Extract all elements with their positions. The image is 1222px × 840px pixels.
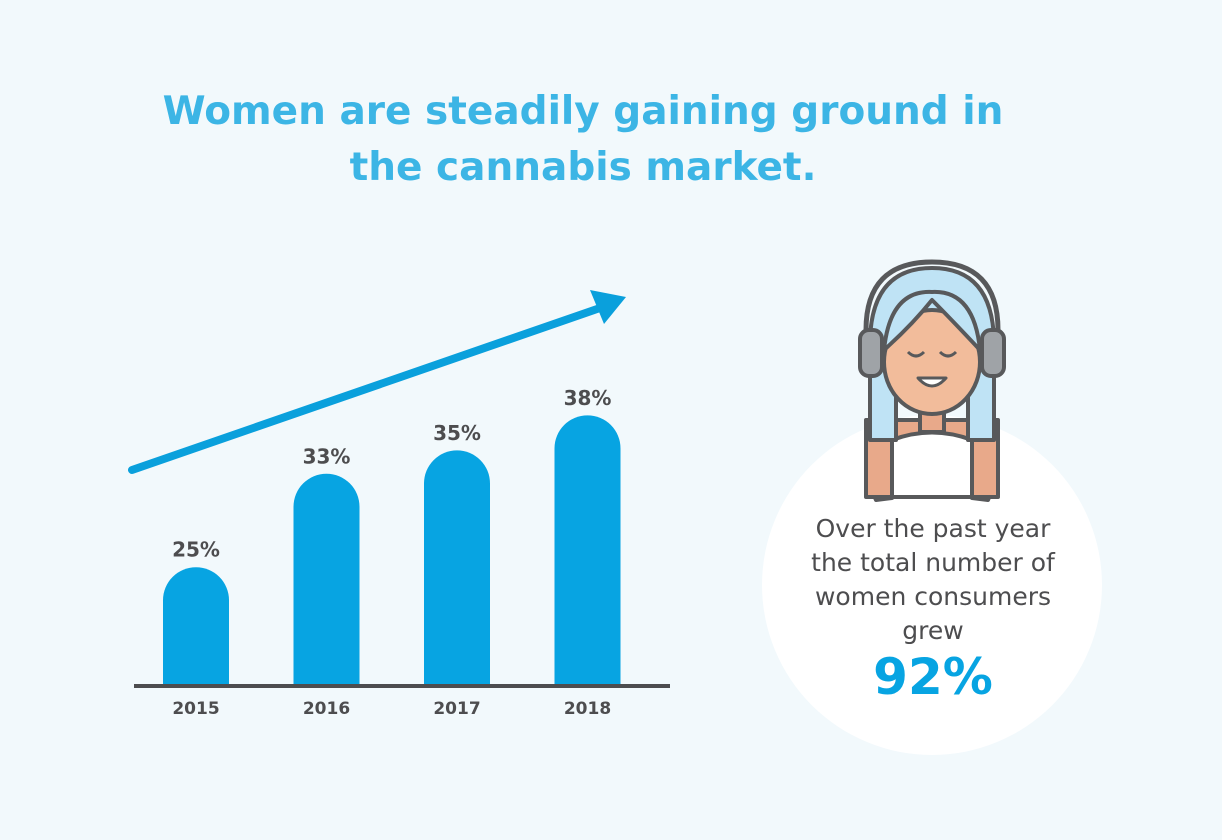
bar bbox=[424, 450, 490, 684]
value-label: 33% bbox=[303, 444, 351, 468]
x-tick-label: 2017 bbox=[433, 699, 480, 719]
value-label: 25% bbox=[172, 538, 220, 562]
bar bbox=[293, 473, 360, 684]
bar bbox=[554, 415, 621, 684]
callout-figure: 92% bbox=[873, 648, 993, 706]
woman-illustration bbox=[858, 259, 1006, 502]
callout-text: Over the past year the total number of w… bbox=[811, 514, 1055, 645]
chart-title: Women are steadily gaining ground in the… bbox=[162, 89, 1004, 190]
trend-arrow bbox=[128, 290, 626, 474]
x-tick-label: 2015 bbox=[172, 699, 219, 719]
x-tick-label: 2016 bbox=[303, 699, 350, 719]
callout-circle bbox=[762, 415, 1102, 755]
value-label: 35% bbox=[433, 421, 481, 445]
x-tick-label: 2018 bbox=[564, 699, 611, 719]
bar bbox=[163, 567, 229, 684]
value-label: 38% bbox=[564, 386, 612, 410]
